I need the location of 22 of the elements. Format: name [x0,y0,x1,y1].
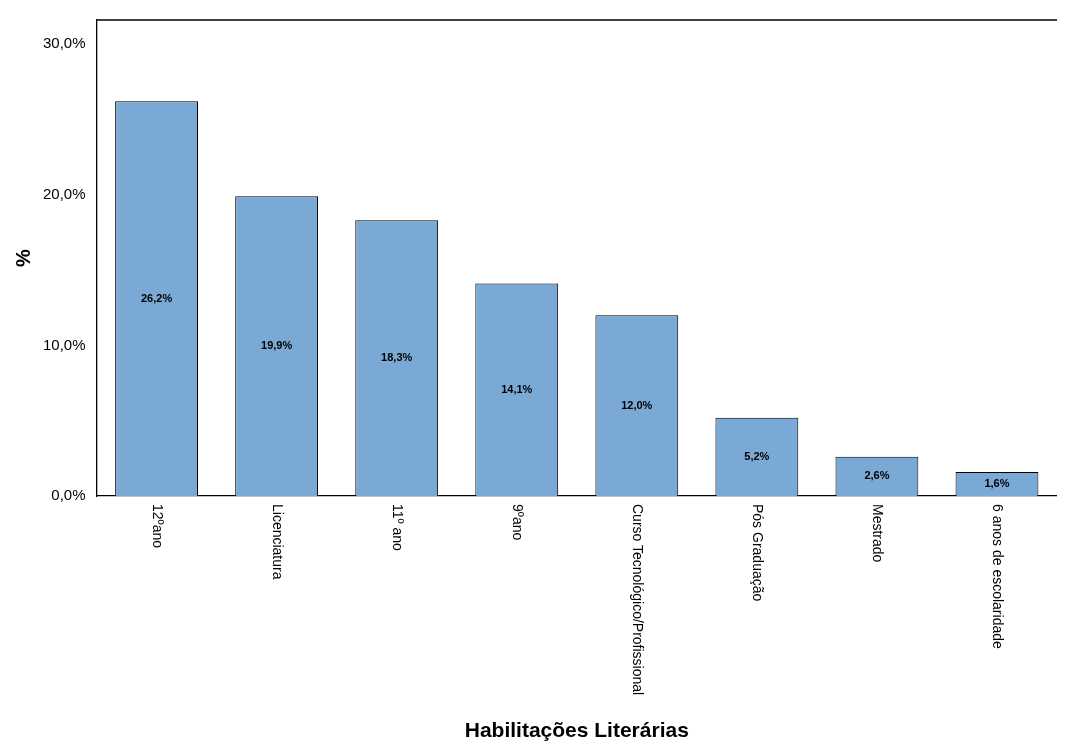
data-label: 2,6% [864,469,890,482]
y-tick-label: 20,0% [42,184,86,202]
x-tick-label: Curso Tecnológico/Profissional [629,504,646,696]
x-tick-label: 9ºano [509,504,526,541]
x-tick-label: Licenciatura [269,504,286,580]
data-label: 1,6% [984,476,1010,489]
data-label: 12,0% [621,398,653,411]
x-tick-label: 6 anos de escolaridade [990,504,1007,649]
x-axis-title: Habilitações Literárias [464,718,689,742]
data-label: 14,1% [501,382,533,395]
data-label: 18,3% [381,351,413,364]
x-tick-label: Pós Graduação [749,504,766,602]
x-tick-label: 12ºano [149,504,166,549]
y-axis-title: % [11,248,34,267]
y-tick-label: 0,0% [51,486,86,504]
data-label: 5,2% [744,449,770,462]
data-label: 19,9% [261,339,293,352]
x-tick-label: Mestrado [870,504,887,563]
data-label: 26,2% [140,291,173,304]
x-tick-label: 11º ano [389,504,406,552]
y-tick-label: 30,0% [42,34,86,52]
y-tick-label: 10,0% [42,335,86,353]
